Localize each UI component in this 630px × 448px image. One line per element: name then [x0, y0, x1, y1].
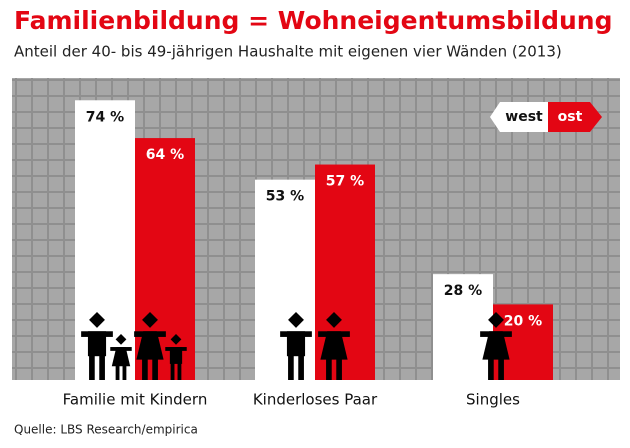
icon-leg [288, 355, 294, 380]
icon-leg [152, 355, 158, 380]
legend-label: west [505, 109, 543, 125]
bar [433, 274, 493, 380]
legend-swatch [548, 102, 602, 132]
icon-body [87, 331, 107, 357]
icon-leg [298, 355, 304, 380]
icon-head [288, 312, 304, 328]
icon-head [170, 334, 182, 345]
icon-body [482, 331, 510, 360]
icon-leg [99, 355, 105, 380]
legend-label: ost [558, 109, 583, 125]
icon-leg [170, 363, 175, 380]
value-label: 74 % [86, 109, 124, 125]
icon-head [142, 312, 158, 328]
icon-leg [115, 363, 120, 380]
value-label: 57 % [326, 174, 364, 190]
icon-head [115, 334, 127, 345]
icon-leg [498, 355, 504, 380]
legend-swatch [490, 102, 548, 132]
icon-leg [89, 355, 95, 380]
icon-body [169, 347, 183, 364]
icon-leg [326, 355, 332, 380]
value-label: 28 % [444, 283, 482, 299]
legend: west ost [490, 102, 602, 132]
icon-head [488, 312, 504, 328]
icon-leg [122, 363, 127, 380]
chart-title: Familienbildung = Wohneigentumsbildung [14, 6, 613, 35]
icon-leg [488, 355, 494, 380]
x-tick-label: Singles [466, 391, 520, 409]
icon-head [326, 312, 342, 328]
icon-body [136, 331, 164, 360]
value-label: 64 % [146, 147, 184, 163]
icon-leg [336, 355, 342, 380]
x-tick-label: Kinderloses Paar [253, 391, 378, 409]
icon-body [111, 347, 131, 367]
value-label: 20 % [504, 313, 542, 329]
value-label: 53 % [266, 189, 304, 205]
source: Quelle: LBS Research/empirica [14, 423, 198, 437]
x-tick-label: Familie mit Kindern [63, 391, 208, 409]
icon-body [320, 331, 348, 360]
icon-leg [177, 363, 182, 380]
icon-leg [142, 355, 148, 380]
bar [255, 179, 315, 380]
pictograms [81, 312, 512, 380]
icon-head [89, 312, 105, 328]
chart-subtitle: Anteil der 40- bis 49-jährigen Haushalte… [14, 43, 562, 61]
icon-body [286, 331, 306, 357]
